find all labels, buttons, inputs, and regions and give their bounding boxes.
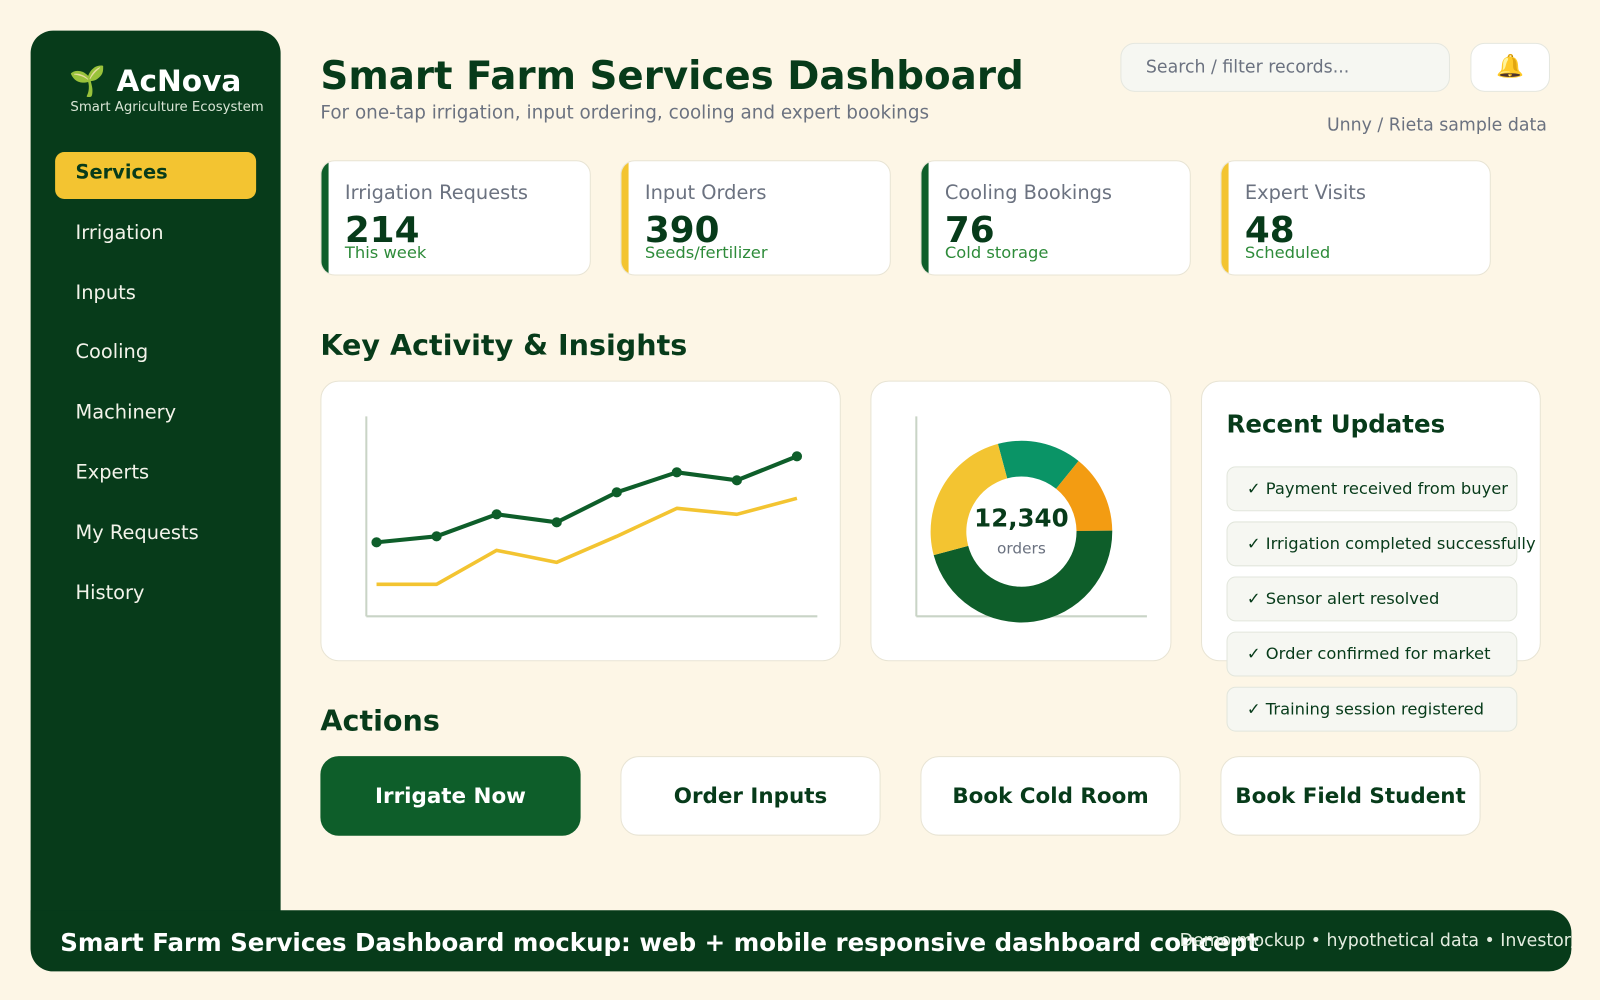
line-point (671, 467, 682, 478)
update-item: ✓ Training session registered (1226, 686, 1518, 732)
kpi-card: Cooling Bookings 76 Cold storage (920, 160, 1191, 276)
section-title: Actions (320, 704, 440, 738)
sample-note: Unny / Rieta sample data (1326, 115, 1547, 136)
donut-segment (997, 440, 1079, 489)
kpi-label: Input Orders (644, 181, 767, 205)
update-item: ✓ Sensor alert resolved (1226, 576, 1518, 622)
page-subtitle: For one-tap irrigation, input ordering, … (320, 102, 930, 124)
nav-item[interactable]: Machinery (75, 401, 177, 424)
footer: Smart Farm Services Dashboard mockup: we… (30, 910, 1572, 972)
line-series (376, 496, 798, 587)
nav-item[interactable]: My Requests (75, 521, 199, 544)
sidebar: 🌱 AcNova Smart Agriculture Ecosystem Ser… (30, 30, 281, 970)
line-chart (365, 416, 818, 618)
donut-center-label: orders (997, 539, 1046, 557)
footer-note: Demo mockup • hypothetical data • Invest… (1179, 930, 1572, 952)
action-button[interactable]: Irrigate Now (320, 756, 581, 836)
kpi-accent (621, 161, 629, 275)
nav-item[interactable]: Services (55, 152, 257, 199)
donut-chart: 12,340 orders (915, 416, 1147, 623)
kpi-card: Expert Visits 48 Scheduled (1220, 160, 1491, 276)
donut-segment (933, 530, 1113, 623)
nav-item[interactable]: Experts (75, 461, 150, 484)
page-title: Smart Farm Services Dashboard (320, 53, 1024, 98)
kpi-value: 48 (1244, 210, 1295, 252)
kpi-note: This week (344, 242, 427, 263)
line-chart-card (320, 380, 841, 662)
action-button[interactable]: Order Inputs (620, 756, 881, 836)
icon-button[interactable]: 🔔 (1470, 42, 1550, 92)
line-series (376, 454, 798, 545)
kpi-value: 76 (944, 210, 995, 252)
line-point (791, 451, 803, 462)
kpi-label: Cooling Bookings (944, 181, 1113, 205)
kpi-accent (321, 161, 329, 275)
line-point (551, 517, 562, 528)
update-item: ✓ Payment received from buyer (1226, 466, 1518, 512)
kpi-card: Irrigation Requests 214 This week (320, 160, 591, 276)
updates-card: Recent Updates ✓ Payment received from b… (1201, 380, 1541, 732)
nav-item[interactable]: History (75, 581, 145, 604)
nav-item[interactable]: Inputs (75, 281, 136, 304)
donut-segment (1056, 461, 1113, 532)
kpi-value: 214 (344, 210, 420, 252)
update-item: ✓ Order confirmed for market (1226, 631, 1518, 677)
donut-segment (930, 443, 1008, 556)
kpi-label: Expert Visits (1244, 181, 1366, 205)
line-point (611, 487, 622, 498)
kpi-card: Input Orders 390 Seeds/fertilizer (620, 160, 891, 276)
footer-caption: Smart Farm Services Dashboard mockup: we… (60, 928, 1259, 958)
line-point (371, 537, 382, 548)
nav-item[interactable]: Cooling (75, 341, 149, 364)
kpi-value: 390 (644, 210, 720, 252)
action-button[interactable]: Book Cold Room (920, 756, 1181, 836)
action-button[interactable]: Book Field Student (1220, 756, 1481, 836)
kpi-label: Irrigation Requests (344, 181, 528, 205)
line-point (491, 509, 502, 520)
update-item: ✓ Irrigation completed successfully (1226, 521, 1536, 567)
search-input[interactable]: Search / filter records... (1120, 42, 1450, 92)
kpi-accent (921, 161, 929, 275)
kpi-note: Scheduled (1244, 242, 1331, 263)
donut-card: 12,340 orders (870, 380, 1172, 662)
brand-name: AcNova (116, 63, 242, 98)
kpi-note: Cold storage (944, 242, 1049, 263)
brand-icon: 🌱 (69, 63, 107, 98)
section-title: Key Activity & Insights (320, 328, 688, 363)
donut-center-value: 12,340 (974, 503, 1068, 532)
kpi-note: Seeds/fertilizer (644, 242, 768, 263)
nav-item[interactable]: Irrigation (75, 221, 164, 244)
line-point (731, 475, 742, 486)
line-point (431, 531, 442, 542)
updates-title: Recent Updates (1226, 410, 1446, 439)
kpi-accent (1221, 161, 1229, 275)
brand: 🌱 AcNova (69, 63, 241, 99)
brand-tagline: Smart Agriculture Ecosystem (70, 99, 264, 116)
